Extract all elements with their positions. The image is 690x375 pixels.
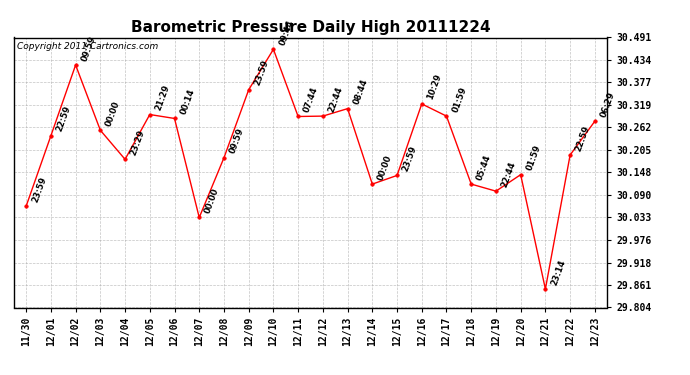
Title: Barometric Pressure Daily High 20111224: Barometric Pressure Daily High 20111224	[130, 20, 491, 35]
Text: 23:29: 23:29	[129, 129, 147, 156]
Text: 05:44: 05:44	[475, 153, 493, 182]
Text: 09:59: 09:59	[80, 34, 97, 62]
Text: 10:29: 10:29	[426, 73, 444, 101]
Text: 22:59: 22:59	[574, 124, 592, 152]
Text: 00:00: 00:00	[104, 100, 122, 128]
Text: Copyright 2011 Cartronics.com: Copyright 2011 Cartronics.com	[17, 42, 158, 51]
Text: 00:00: 00:00	[377, 153, 394, 182]
Text: 22:44: 22:44	[327, 85, 345, 113]
Text: 21:29: 21:29	[154, 84, 172, 112]
Text: 22:59: 22:59	[55, 105, 72, 133]
Text: 23:59: 23:59	[401, 145, 419, 172]
Text: 06:29: 06:29	[599, 90, 617, 118]
Text: 00:00: 00:00	[204, 187, 221, 215]
Text: 23:14: 23:14	[549, 258, 567, 286]
Text: 01:59: 01:59	[525, 144, 542, 172]
Text: 01:59: 01:59	[451, 85, 469, 113]
Text: 08:44: 08:44	[352, 78, 369, 106]
Text: 09:59: 09:59	[228, 127, 246, 155]
Text: 23:59: 23:59	[30, 175, 48, 203]
Text: 09:44: 09:44	[277, 18, 295, 46]
Text: 22:44: 22:44	[500, 160, 518, 188]
Text: 07:44: 07:44	[302, 86, 320, 114]
Text: 00:14: 00:14	[179, 88, 196, 116]
Text: 23:59: 23:59	[253, 59, 270, 87]
